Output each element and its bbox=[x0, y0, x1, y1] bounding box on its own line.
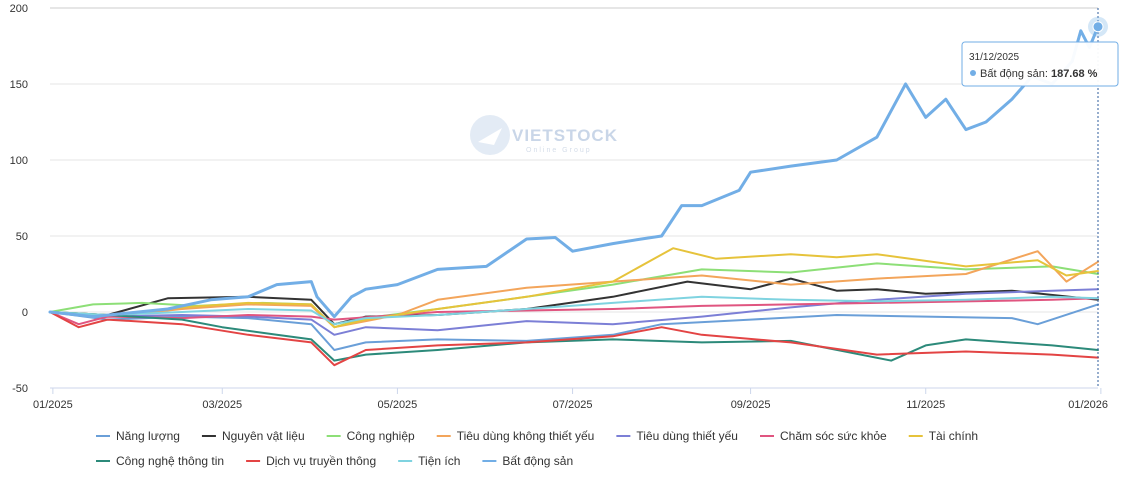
series-line-nang-luong bbox=[49, 303, 1099, 351]
highlight-point bbox=[1092, 21, 1104, 33]
series-lines bbox=[48, 25, 1100, 367]
legend-label: Dịch vụ truyền thông bbox=[266, 454, 376, 468]
series-line-tieu-dung-khong-thiet-yeu bbox=[49, 250, 1099, 329]
legend-item-bat-dong-san[interactable]: Bất động sản bbox=[482, 454, 573, 468]
y-tick-label: 200 bbox=[10, 3, 28, 15]
tooltip-box bbox=[961, 41, 1119, 87]
series-line-cong-nghe-thong-tin bbox=[49, 311, 1099, 362]
legend-item-tien-ich[interactable]: Tiện ích bbox=[398, 454, 460, 468]
legend-label: Tài chính bbox=[929, 429, 978, 443]
tooltip-date: 31/12/2025 bbox=[969, 52, 1019, 63]
legend-label: Công nghiệp bbox=[347, 429, 415, 443]
x-tick-label: 05/2025 bbox=[378, 399, 418, 411]
tooltip-series-marker bbox=[970, 70, 976, 76]
tooltip-series-label: Bất động sản: bbox=[980, 68, 1051, 80]
legend-label: Tiêu dùng thiết yếu bbox=[636, 429, 738, 443]
legend-item-nang-luong[interactable]: Năng lượng bbox=[96, 429, 180, 443]
crosshair bbox=[1088, 8, 1108, 388]
series-line-tien-ich bbox=[49, 295, 1099, 326]
legend-item-dich-vu-truyen-thong[interactable]: Dịch vụ truyền thông bbox=[246, 454, 376, 468]
x-tick-label: 11/2025 bbox=[906, 399, 945, 411]
legend-item-tieu-dung-thiet-yeu[interactable]: Tiêu dùng thiết yếu bbox=[616, 429, 738, 443]
x-axis: 01/2025 03/2025 05/2025 07/2025 09/2025 11/20… bbox=[33, 387, 1108, 411]
y-tick-label: -50 bbox=[12, 383, 28, 395]
legend-label: Tiện ích bbox=[418, 454, 460, 468]
legend-label: Chăm sóc sức khỏe bbox=[780, 429, 887, 443]
watermark-tagline: Online Group bbox=[526, 147, 592, 154]
watermark-arrow-icon bbox=[478, 128, 502, 145]
series-line-tai-chinh bbox=[49, 247, 1099, 329]
legend-label: Bất động sản bbox=[502, 454, 573, 468]
legend-label: Tiêu dùng không thiết yếu bbox=[457, 429, 595, 443]
x-tick-label: 09/2025 bbox=[731, 399, 771, 411]
tooltip-value: 187.68 % bbox=[1051, 68, 1098, 80]
legend-item-cham-soc-suc-khoe[interactable]: Chăm sóc sức khỏe bbox=[759, 429, 887, 443]
tooltip: 31/12/2025 Bất động sản: 187.68 % bbox=[961, 41, 1119, 87]
y-tick-label: 0 bbox=[22, 307, 28, 319]
legend-label: Nguyên vật liệu bbox=[222, 429, 305, 443]
y-tick-label: 100 bbox=[10, 155, 28, 167]
legend-item-cong-nghe-thong-tin[interactable]: Công nghệ thông tin bbox=[96, 454, 224, 468]
series-line-bat-dong-san bbox=[48, 25, 1100, 319]
watermark: VIETSTOCK Online Group bbox=[470, 115, 618, 155]
legend-item-tieu-dung-khong-thiet-yeu[interactable]: Tiêu dùng không thiết yếu bbox=[436, 429, 595, 443]
y-tick-label: 50 bbox=[16, 231, 28, 243]
x-tick-label: 03/2025 bbox=[202, 399, 242, 411]
legend-label: Công nghệ thông tin bbox=[116, 454, 224, 468]
grid bbox=[50, 7, 1098, 389]
x-tick-label: 01/2025 bbox=[33, 399, 73, 411]
y-tick-label: 150 bbox=[10, 79, 28, 91]
legend-item-cong-nghiep[interactable]: Công nghiệp bbox=[326, 429, 415, 443]
series-line-dich-vu-truyen-thong bbox=[49, 311, 1099, 367]
watermark-brand: VIETSTOCK bbox=[512, 126, 618, 145]
legend: Năng lượng Nguyên vật liệu Công nghiệp Tiêu… bbox=[96, 429, 978, 468]
tooltip-series-text: Bất động sản: 187.68 % bbox=[980, 68, 1098, 80]
x-tick-label: 01/2026 bbox=[1068, 399, 1108, 411]
legend-label: Năng lượng bbox=[116, 429, 180, 443]
legend-item-tai-chinh[interactable]: Tài chính bbox=[908, 429, 978, 443]
legend-item-nguyen-vat-lieu[interactable]: Nguyên vật liệu bbox=[201, 429, 305, 443]
y-axis: -50 0 50 100 150 200 bbox=[10, 3, 28, 395]
x-tick-label: 07/2025 bbox=[553, 399, 593, 411]
